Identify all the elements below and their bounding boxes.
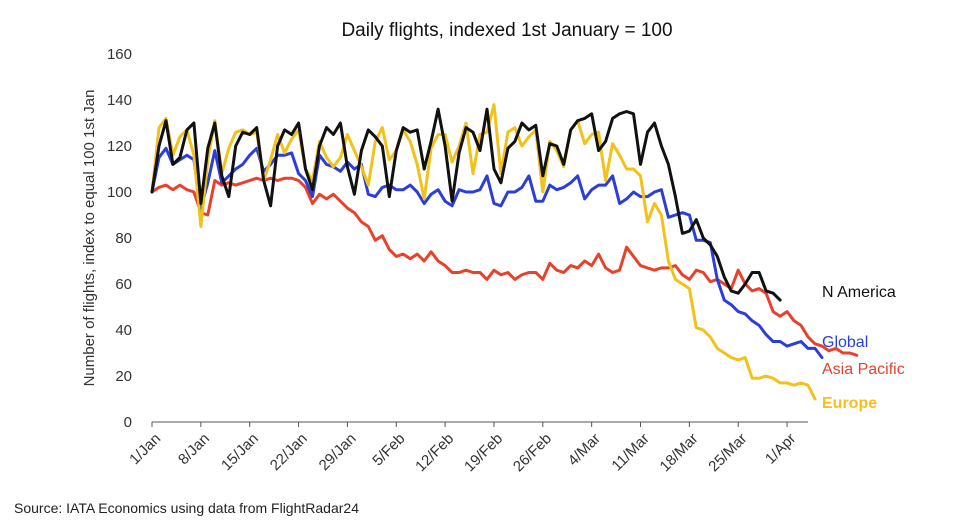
y-tick-label: 0 (124, 414, 132, 431)
x-tick-label: 29/Jan (316, 430, 360, 474)
y-tick-label: 20 (115, 368, 132, 385)
y-tick-label: 40 (115, 322, 132, 339)
x-tick-label: 4/Mar (565, 430, 604, 469)
series-lines (150, 103, 859, 401)
x-tick-label: 8/Jan (175, 430, 213, 468)
x-tick-label: 11/Mar (608, 430, 652, 474)
x-tick-label: 12/Feb (412, 430, 457, 475)
x-tick-label: 19/Feb (461, 430, 506, 475)
legend-label-asia-pacific: Asia Pacific (822, 361, 905, 378)
y-tick-label: 120 (107, 138, 132, 155)
source-note: Source: IATA Economics using data from F… (14, 500, 359, 516)
x-tick-label: 22/Jan (267, 430, 311, 474)
x-tick-label: 25/Mar (705, 430, 750, 475)
x-axis: 1/Jan 8/Jan 15/Jan 22/Jan 29/Jan 5/Feb 12/Feb 1… (126, 421, 808, 475)
y-tick-label: 100 (107, 184, 132, 201)
x-tick-label: 1/Apr (762, 430, 799, 467)
y-tick-label: 80 (115, 230, 132, 247)
y-tick-label: 140 (107, 92, 132, 109)
series-line-n-america (150, 107, 782, 302)
legend-label-europe: Europe (822, 395, 877, 412)
y-axis-label: Number of flights, index to equal 100 1s… (81, 90, 98, 387)
legend: Asia Pacific Global Europe N America (822, 284, 905, 412)
x-tick-label: 1/Jan (126, 430, 164, 468)
series-line-asia-pacific (150, 176, 859, 357)
x-tick-label: 18/Mar (657, 430, 702, 475)
y-axis: 0 20 40 60 80 100 120 140 160 (107, 46, 132, 431)
x-tick-label: 26/Feb (510, 430, 555, 475)
legend-label-global: Global (822, 334, 868, 351)
x-tick-label: 5/Feb (369, 430, 408, 469)
chart-title: Daily flights, indexed 1st January = 100 (341, 20, 672, 41)
y-tick-label: 60 (115, 276, 132, 293)
legend-label-n-america: N America (822, 284, 896, 301)
y-tick-label: 160 (107, 46, 132, 63)
line-chart: Daily flights, indexed 1st January = 100… (81, 20, 905, 475)
x-tick-label: 15/Jan (218, 430, 262, 474)
